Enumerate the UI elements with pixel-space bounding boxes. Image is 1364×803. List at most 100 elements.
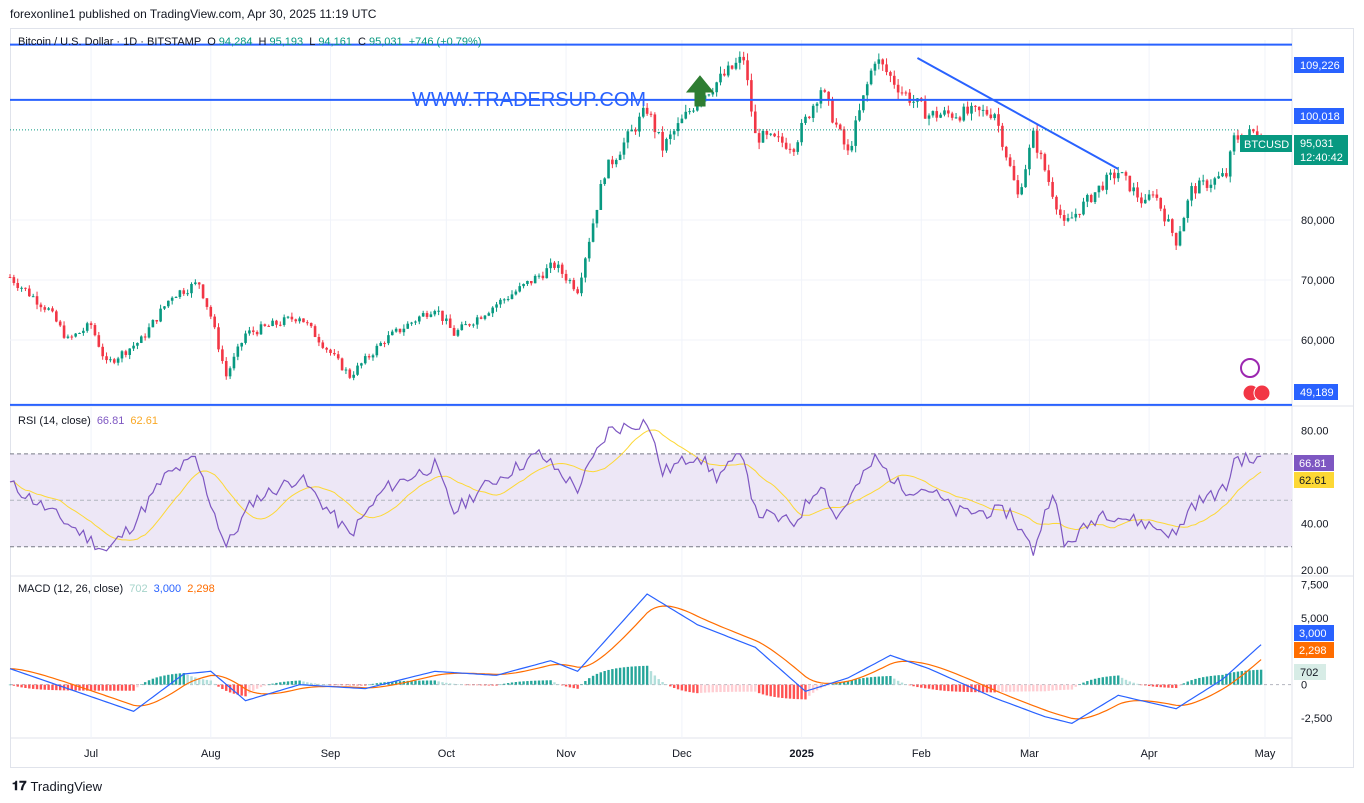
rsi-title[interactable]: RSI (14, close) <box>18 415 91 427</box>
macd-histogram-bar <box>638 666 641 685</box>
rsi-value-badge: 66.81 <box>1299 458 1327 470</box>
time-tick-label: Aug <box>201 748 221 760</box>
macd-histogram-bar <box>236 684 240 695</box>
macd-histogram-bar <box>232 684 236 694</box>
candle-body <box>1105 174 1108 190</box>
candlestick-series <box>8 51 1263 381</box>
candle-body <box>255 331 259 335</box>
macd-histogram-bar <box>483 684 487 686</box>
candle-body <box>835 122 838 125</box>
candle-body <box>630 129 633 132</box>
candle-body <box>1113 172 1116 179</box>
macd-histogram-bar <box>317 683 321 685</box>
candle-body <box>649 113 653 115</box>
candle-body <box>1066 218 1070 221</box>
macd-histogram-bar <box>105 684 108 691</box>
macd-histogram-bar <box>858 678 861 685</box>
candle-body <box>224 361 228 377</box>
candle-body <box>232 356 236 369</box>
price-tick-label: 60,000 <box>1301 335 1335 347</box>
candle-body <box>487 313 491 316</box>
candle-body <box>1228 151 1232 177</box>
macd-histogram-bar <box>182 673 185 685</box>
tradingview-logo-icon[interactable]: 𝟏𝟕 <box>12 778 27 793</box>
macd-histogram-bar <box>163 675 166 685</box>
candle-body <box>336 354 340 359</box>
macd-histogram-bar <box>472 684 475 686</box>
macd-histogram-bar <box>607 669 610 685</box>
macd-title[interactable]: MACD (12, 26, close) <box>18 583 124 595</box>
macd-histogram-bar <box>503 683 506 685</box>
macd-histogram-bar <box>970 684 973 693</box>
footer-brand[interactable]: TradingView <box>30 778 103 794</box>
gridlines <box>10 40 1292 738</box>
candle-body <box>1194 186 1197 194</box>
candle-body <box>549 262 552 269</box>
macd-histogram-bar <box>927 684 931 689</box>
macd-histogram-bar <box>1229 672 1232 685</box>
candle-body <box>1024 169 1027 188</box>
macd-tick-label: 5,000 <box>1301 613 1329 625</box>
rsi-legend: RSI (14, close) 66.81 62.61 <box>18 415 161 427</box>
candle-body <box>313 326 317 337</box>
candle-body <box>251 330 255 332</box>
event-lightning-icon[interactable] <box>1240 358 1260 378</box>
macd-histogram-bar <box>804 684 807 700</box>
candle-body <box>1167 219 1170 222</box>
macd-histogram-bar <box>170 674 174 685</box>
macd-histogram-bar <box>394 681 398 685</box>
rsi-ma-value-badge: 62.61 <box>1299 475 1327 487</box>
symbol-title[interactable]: Bitcoin / U.S. Dollar · 1D · BITSTAMP <box>18 36 202 48</box>
macd-histogram-bar <box>757 684 761 694</box>
macd-histogram-bar <box>147 680 151 685</box>
macd-histogram-bar <box>688 684 691 693</box>
candle-body <box>533 275 537 284</box>
macd-histogram-bar <box>595 673 599 685</box>
macd-histogram-bar <box>479 684 483 686</box>
candle-body <box>842 129 846 145</box>
candle-body <box>143 336 147 338</box>
macd-histogram-bar <box>792 684 796 699</box>
macd-histogram-bar <box>781 684 784 698</box>
us-flag-event-icon[interactable] <box>1253 384 1271 402</box>
macd-histogram-bar <box>348 684 352 686</box>
macd-histogram-bar <box>495 684 498 686</box>
candle-body <box>1136 187 1139 198</box>
macd-histogram-bar <box>993 684 996 693</box>
macd-histogram-bar <box>1198 677 1201 685</box>
macd-histogram-bar <box>1059 684 1062 691</box>
macd-histogram-bar <box>777 684 780 698</box>
macd-histogram-bar <box>931 684 935 690</box>
level-label-bottom: 49,189 <box>1300 387 1334 399</box>
macd-histogram-bar <box>190 676 193 685</box>
candle-body <box>491 307 494 314</box>
macd-histogram-bar <box>831 684 834 685</box>
macd-histogram-bar <box>1113 675 1116 685</box>
macd-histogram-bar <box>329 684 332 686</box>
candle-body <box>398 328 402 333</box>
macd-histogram-bar <box>734 684 738 692</box>
macd-histogram-bar <box>337 684 340 686</box>
candle-body <box>823 90 827 92</box>
macd-histogram-bar <box>367 684 371 686</box>
candle-body <box>1236 135 1240 140</box>
candle-body <box>506 298 510 300</box>
candle-body <box>977 106 981 111</box>
candle-body <box>877 59 881 64</box>
macd-histogram-bar <box>800 684 803 700</box>
candle-body <box>70 336 74 338</box>
candle-body <box>792 149 796 152</box>
macd-histogram-bar <box>201 679 205 685</box>
macd-histogram-bar <box>86 684 89 691</box>
candle-body <box>603 178 606 185</box>
trendline[interactable] <box>916 57 1119 170</box>
macd-histogram-bar <box>74 684 77 691</box>
macd-tick-label: 7,500 <box>1301 580 1329 592</box>
candle-body <box>757 133 761 143</box>
macd-histogram-bar <box>711 684 714 693</box>
macd-histogram-bar <box>1078 684 1081 685</box>
macd-histogram-bar <box>221 684 224 690</box>
time-axis-labels: Jul Aug Sep Oct Nov Dec 2025 Feb Mar Apr May <box>84 748 1276 760</box>
